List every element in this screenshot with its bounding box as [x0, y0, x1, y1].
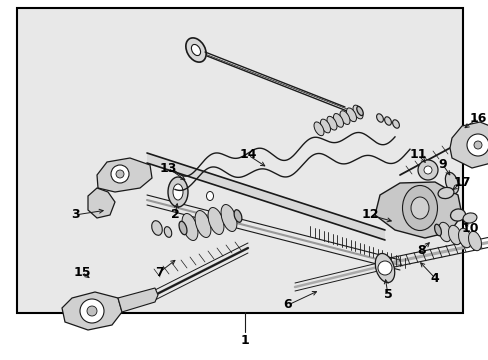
- Ellipse shape: [320, 119, 330, 133]
- Circle shape: [423, 166, 431, 174]
- Text: 15: 15: [73, 266, 91, 279]
- Ellipse shape: [182, 213, 198, 240]
- Bar: [17, 8, 462, 313]
- Ellipse shape: [206, 192, 213, 201]
- Polygon shape: [97, 158, 152, 192]
- Polygon shape: [449, 122, 488, 168]
- Ellipse shape: [402, 185, 437, 230]
- Text: 4: 4: [430, 271, 439, 284]
- Text: 6: 6: [283, 298, 292, 311]
- Text: 16: 16: [468, 112, 486, 125]
- Ellipse shape: [384, 117, 390, 125]
- Ellipse shape: [234, 210, 242, 222]
- Circle shape: [87, 306, 97, 316]
- Ellipse shape: [221, 204, 237, 231]
- Polygon shape: [374, 182, 461, 238]
- Ellipse shape: [376, 114, 383, 122]
- Text: 1: 1: [240, 333, 249, 346]
- Ellipse shape: [313, 122, 324, 136]
- Ellipse shape: [356, 107, 363, 116]
- Circle shape: [80, 299, 104, 323]
- Ellipse shape: [179, 221, 186, 235]
- Ellipse shape: [352, 105, 362, 119]
- Text: 17: 17: [452, 175, 470, 189]
- Ellipse shape: [151, 221, 162, 235]
- Text: 2: 2: [170, 208, 179, 221]
- Ellipse shape: [168, 177, 187, 207]
- Ellipse shape: [339, 111, 349, 125]
- Ellipse shape: [346, 108, 356, 122]
- Ellipse shape: [462, 213, 476, 223]
- Ellipse shape: [164, 227, 171, 237]
- Ellipse shape: [191, 44, 200, 55]
- Circle shape: [473, 141, 481, 149]
- Text: 12: 12: [361, 208, 378, 221]
- Text: 8: 8: [417, 243, 426, 256]
- Ellipse shape: [434, 224, 441, 236]
- Ellipse shape: [326, 116, 336, 130]
- Circle shape: [417, 160, 437, 180]
- Ellipse shape: [437, 188, 453, 199]
- Text: 10: 10: [460, 221, 478, 234]
- Ellipse shape: [185, 38, 206, 62]
- Circle shape: [466, 134, 488, 156]
- Text: 9: 9: [438, 158, 447, 171]
- Text: 7: 7: [155, 266, 164, 279]
- Ellipse shape: [333, 113, 343, 127]
- Polygon shape: [88, 188, 115, 218]
- Ellipse shape: [374, 253, 394, 283]
- Ellipse shape: [195, 211, 210, 238]
- Text: 14: 14: [239, 148, 256, 162]
- Text: 5: 5: [383, 288, 391, 302]
- Polygon shape: [118, 288, 158, 312]
- Text: 13: 13: [159, 162, 176, 175]
- Ellipse shape: [447, 225, 461, 245]
- Ellipse shape: [449, 209, 465, 221]
- Text: 3: 3: [71, 208, 79, 221]
- Ellipse shape: [173, 184, 183, 200]
- Circle shape: [377, 261, 391, 275]
- Ellipse shape: [468, 231, 481, 251]
- Polygon shape: [147, 153, 384, 240]
- Ellipse shape: [438, 222, 450, 242]
- Polygon shape: [62, 292, 122, 330]
- Ellipse shape: [392, 120, 399, 128]
- Circle shape: [116, 170, 124, 178]
- Ellipse shape: [458, 228, 470, 248]
- Ellipse shape: [445, 172, 458, 194]
- Text: 11: 11: [408, 148, 426, 162]
- Circle shape: [111, 165, 129, 183]
- Ellipse shape: [207, 207, 224, 234]
- Ellipse shape: [410, 197, 428, 219]
